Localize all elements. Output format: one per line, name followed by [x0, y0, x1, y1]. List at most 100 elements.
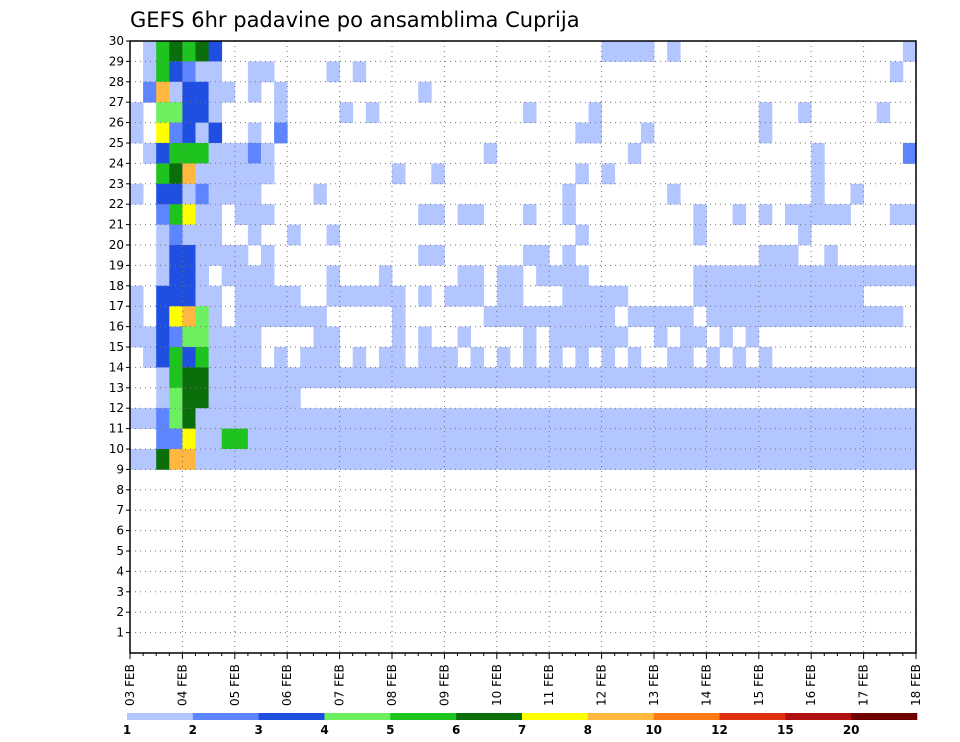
- cell-m10-t55: [850, 449, 864, 470]
- cell-m11-t51: [798, 428, 812, 450]
- cell-m11-t27: [483, 428, 498, 450]
- cell-m11-t14: [313, 428, 327, 450]
- cell-m11-t26: [470, 428, 485, 450]
- cell-m11-t45: [719, 428, 733, 450]
- cell-m13-t11: [274, 387, 288, 409]
- colorbar-swatch-4: [324, 713, 391, 720]
- cell-m10-t2: [156, 449, 170, 470]
- cell-m27-t4: [182, 102, 196, 123]
- cell-m28-t6: [208, 81, 223, 103]
- cell-m11-t59: [902, 428, 917, 450]
- cell-m17-t12: [287, 306, 301, 327]
- cell-m17-t58: [889, 306, 904, 327]
- cell-m12-t38: [627, 408, 642, 429]
- cell-m21-t9: [247, 224, 262, 246]
- cell-m20-t30: [523, 245, 537, 266]
- cell-m13-t3: [169, 387, 183, 409]
- cell-m22-t54: [837, 204, 851, 225]
- y-tick-label-25: 25: [109, 136, 124, 150]
- colorbar-label-15: 15: [777, 723, 794, 737]
- cell-m17-t44: [706, 306, 720, 327]
- cell-m14-t6: [208, 367, 223, 389]
- cell-m10-t43: [693, 449, 707, 470]
- cell-m18-t17: [352, 285, 367, 307]
- y-tick-label-29: 29: [109, 54, 124, 68]
- cell-m19-t43: [693, 265, 707, 287]
- cell-m10-t19: [378, 449, 393, 470]
- cell-m22-t10: [261, 204, 275, 225]
- cell-m11-t4: [182, 428, 196, 450]
- cell-m15-t13: [300, 347, 314, 368]
- cell-m24-t4: [182, 163, 196, 185]
- cell-m11-t48: [758, 428, 773, 450]
- cell-m19-t53: [824, 265, 838, 287]
- cell-m16-t36: [601, 326, 616, 348]
- cell-m10-t5: [195, 449, 209, 470]
- cell-m10-t58: [889, 449, 904, 470]
- cell-m10-t22: [418, 449, 432, 470]
- cell-m27-t57: [876, 102, 891, 123]
- cell-m12-t59: [902, 408, 917, 429]
- cell-m24-t8: [234, 163, 249, 185]
- cell-m19-t59: [902, 265, 917, 287]
- cell-m10-t33: [562, 449, 576, 470]
- cell-m14-t25: [457, 367, 471, 389]
- cell-m14-t56: [863, 367, 878, 389]
- cell-m11-t46: [732, 428, 747, 450]
- cell-m12-t11: [274, 408, 288, 429]
- colorbar-label-12: 12: [711, 723, 728, 737]
- cell-m18-t45: [719, 285, 733, 307]
- cell-m12-t51: [798, 408, 812, 429]
- cell-m30-t1: [143, 41, 157, 62]
- cell-m12-t10: [261, 408, 275, 429]
- cell-m15-t6: [208, 347, 223, 368]
- cell-m10-t49: [771, 449, 786, 470]
- cell-m14-t26: [470, 367, 485, 389]
- cell-m14-t27: [483, 367, 498, 389]
- cell-m10-t20: [392, 449, 406, 470]
- cell-m23-t33: [562, 183, 576, 205]
- cell-m30-t37: [614, 41, 629, 62]
- cell-m17-t10: [261, 306, 275, 327]
- cell-m18-t46: [732, 285, 747, 307]
- cell-m16-t25: [457, 326, 471, 348]
- cell-m12-t53: [824, 408, 838, 429]
- cell-m27-t0: [130, 102, 144, 123]
- cell-m24-t34: [575, 163, 589, 185]
- cell-m14-t51: [798, 367, 812, 389]
- y-tick-label-18: 18: [109, 279, 124, 293]
- cell-m22-t22: [418, 204, 432, 225]
- cell-m10-t26: [470, 449, 485, 470]
- cell-m14-t43: [693, 367, 707, 389]
- cell-m18-t11: [274, 285, 288, 307]
- cell-m20-t10: [261, 245, 275, 266]
- y-tick-label-8: 8: [116, 483, 124, 497]
- cell-m20-t5: [195, 245, 209, 266]
- cell-m18-t33: [562, 285, 576, 307]
- cell-m16-t9: [247, 326, 262, 348]
- cell-m10-t57: [876, 449, 891, 470]
- cell-m10-t24: [444, 449, 458, 470]
- x-tick-label-14: 17 FEB: [857, 664, 871, 706]
- cell-m29-t6: [208, 61, 223, 83]
- cell-m18-t53: [824, 285, 838, 307]
- cell-m14-t46: [732, 367, 747, 389]
- cell-m19-t50: [785, 265, 799, 287]
- cell-m14-t17: [352, 367, 367, 389]
- cell-m29-t5: [195, 61, 209, 83]
- cell-m20-t2: [156, 245, 170, 266]
- cell-m15-t15: [326, 347, 340, 368]
- cell-m29-t10: [261, 61, 275, 83]
- cell-m10-t11: [274, 449, 288, 470]
- cell-m18-t47: [745, 285, 760, 307]
- cell-m19-t5: [195, 265, 209, 287]
- cell-m12-t4: [182, 408, 196, 429]
- cell-m16-t43: [693, 326, 707, 348]
- cell-m13-t9: [247, 387, 262, 409]
- cell-m22-t6: [208, 204, 223, 225]
- cell-m15-t28: [496, 347, 511, 368]
- cell-m12-t39: [640, 408, 655, 429]
- cell-m13-t4: [182, 387, 196, 409]
- colorbar-label-6: 6: [452, 723, 460, 737]
- cell-m18-t9: [247, 285, 262, 307]
